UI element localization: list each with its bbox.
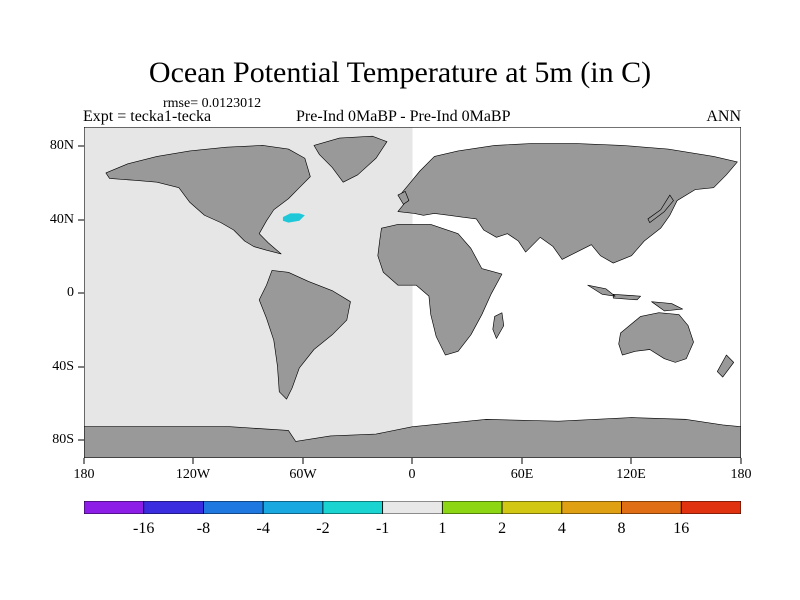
australia (618, 312, 694, 363)
colorbar-box-6 (441, 501, 503, 514)
plot-title: Ocean Potential Temperature at 5m (in C) (148, 56, 652, 89)
greenland (313, 135, 388, 183)
colorbar-label-9: 16 (673, 520, 690, 537)
xtick-label-120w: 120W (175, 467, 211, 482)
xtick-label-180e: 180 (730, 467, 752, 482)
colorbar-label-4: -1 (375, 520, 390, 537)
madagascar (492, 312, 505, 339)
comparison-label: Pre-Ind 0MaBP - Pre-Ind 0MaBP (296, 108, 511, 125)
colorbar-box-4 (322, 501, 384, 514)
xtick-label-0: 0 (408, 467, 416, 482)
colorbar-label-8: 8 (617, 520, 626, 537)
japan (647, 194, 674, 223)
colorbar-label-6: 2 (498, 520, 507, 537)
map-panel (84, 127, 741, 458)
ytick-label-80n: 80N (49, 138, 74, 153)
new-zealand (716, 354, 735, 378)
landmasses (84, 135, 741, 458)
antarctica (84, 417, 741, 458)
colorbar-box-1 (143, 501, 204, 514)
ytick-label-40s: 40S (52, 359, 74, 374)
new-guinea (651, 301, 683, 312)
colorbar-box-2 (203, 501, 264, 514)
experiment-label: Expt = tecka1-tecka (83, 108, 212, 125)
colorbar (84, 501, 741, 514)
colorbar-box-8 (561, 501, 622, 514)
colorbar-label-0: -16 (133, 520, 155, 537)
colorbar-box-9 (621, 501, 682, 514)
ytick-label-40n: 40N (49, 212, 74, 227)
eurasia (397, 143, 738, 264)
south-america (258, 270, 351, 400)
colorbar-box-5 (382, 501, 443, 514)
season-label: ANN (706, 108, 741, 125)
xtick-label-60w: 60W (289, 467, 317, 482)
xtick-label-60e: 60E (510, 467, 534, 482)
colorbar-box-10 (680, 501, 741, 514)
xtick-label-120e: 120E (616, 467, 646, 482)
indonesia (587, 284, 641, 301)
north-america (105, 145, 311, 255)
ytick-label-0: 0 (67, 285, 74, 300)
colorbar-box-0 (84, 501, 145, 514)
colorbar-label-5: 1 (438, 520, 447, 537)
ytick-label-80s: 80S (52, 432, 74, 447)
temperature-anomaly-patch (282, 213, 305, 223)
colorbar-label-7: 4 (557, 520, 566, 537)
colorbar-label-1: -8 (196, 520, 211, 537)
xtick-label-180w: 180 (73, 467, 95, 482)
colorbar-label-3: -2 (316, 520, 330, 537)
colorbar-box-7 (501, 501, 563, 514)
british-isles (397, 191, 410, 205)
colorbar-box-3 (262, 501, 324, 514)
colorbar-label-2: -4 (256, 520, 270, 537)
africa (377, 224, 503, 356)
rmse-label: rmse= 0.0123012 (163, 96, 262, 111)
